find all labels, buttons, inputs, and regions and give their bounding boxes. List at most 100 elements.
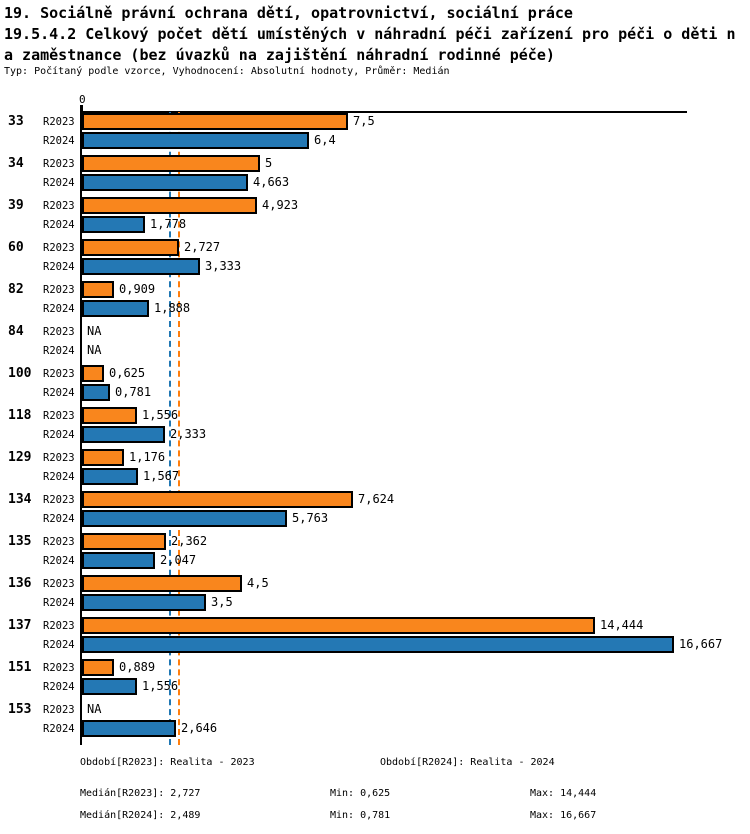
category-label: 39: [8, 198, 24, 213]
category-label: 34: [8, 156, 24, 171]
series-label: R2024: [43, 177, 75, 189]
bar-r2023: [82, 197, 257, 214]
value-label: 7,624: [358, 492, 395, 506]
value-label: 5: [265, 156, 273, 170]
bar-r2024: [82, 300, 149, 317]
footer-max-r2024: Max: 16,667: [530, 810, 597, 821]
value-label: 1,888: [154, 301, 191, 315]
value-label: 3,5: [211, 595, 233, 609]
category-label: 82: [8, 282, 24, 297]
value-label: 2,727: [184, 240, 221, 254]
bar-r2024: [82, 552, 155, 569]
series-label: R2023: [43, 494, 75, 506]
report-title-line3: a zaměstnance (bez úvazků na zajištění n…: [4, 46, 555, 64]
category-label: 33: [8, 114, 24, 129]
bar-r2023: [82, 113, 348, 130]
bar-r2024: [82, 174, 248, 191]
footer-period-r2023: Období[R2023]: Realita - 2023: [80, 757, 255, 768]
report-title-line2: 19.5.4.2 Celkový počet dětí umístěných v…: [4, 25, 736, 43]
series-label: R2024: [43, 219, 75, 231]
category-label: 60: [8, 240, 24, 255]
bar-r2024: [82, 678, 137, 695]
report-meta-line: Typ: Počítaný podle vzorce, Vyhodnocení:…: [4, 66, 450, 77]
bar-r2023: [82, 281, 114, 298]
series-label: R2023: [43, 452, 75, 464]
bar-r2023: [82, 617, 595, 634]
value-label: 7,5: [353, 114, 375, 128]
series-label: R2024: [43, 597, 75, 609]
series-label: R2023: [43, 704, 75, 716]
category-label: 136: [8, 576, 32, 591]
value-label: 2,333: [170, 427, 207, 441]
series-label: R2024: [43, 429, 75, 441]
bar-r2023: [82, 155, 260, 172]
series-label: R2024: [43, 135, 75, 147]
series-label: R2024: [43, 723, 75, 735]
series-label: R2023: [43, 620, 75, 632]
bar-r2024: [82, 636, 674, 653]
x-axis-tick-icon: [81, 105, 83, 112]
value-label: 1,567: [143, 469, 180, 483]
footer-min-r2024: Min: 0,781: [330, 810, 391, 821]
category-label: 100: [8, 366, 32, 381]
value-label: 1,778: [150, 217, 187, 231]
footer-median-r2024: Medián[R2024]: 2,489: [80, 810, 201, 821]
series-label: R2023: [43, 242, 75, 254]
series-label: R2024: [43, 303, 75, 315]
series-label: R2023: [43, 662, 75, 674]
series-label: R2023: [43, 158, 75, 170]
value-label: 3,333: [205, 259, 242, 273]
bar-r2023: [82, 491, 353, 508]
value-label: 4,663: [253, 175, 290, 189]
median-line-r2023: [177, 112, 180, 745]
bar-r2024: [82, 258, 200, 275]
category-label: 84: [8, 324, 24, 339]
value-label: 0,625: [109, 366, 146, 380]
y-axis-line: [80, 105, 82, 745]
value-label: 5,763: [292, 511, 329, 525]
series-label: R2024: [43, 345, 75, 357]
bar-r2024: [82, 426, 165, 443]
value-label: 1,556: [142, 408, 179, 422]
na-value-label: NA: [87, 324, 102, 338]
series-label: R2023: [43, 284, 75, 296]
value-label: 0,781: [115, 385, 152, 399]
category-label: 153: [8, 702, 32, 717]
footer-max-r2023: Max: 14,444: [530, 788, 597, 799]
series-label: R2024: [43, 471, 75, 483]
bar-r2023: [82, 239, 179, 256]
median-line-r2024: [169, 112, 172, 745]
series-label: R2023: [43, 116, 75, 128]
series-label: R2023: [43, 578, 75, 590]
series-label: R2024: [43, 555, 75, 567]
category-label: 137: [8, 618, 32, 633]
series-label: R2024: [43, 261, 75, 273]
na-value-label: NA: [87, 702, 102, 716]
category-label: 118: [8, 408, 32, 423]
series-label: R2023: [43, 410, 75, 422]
category-label: 151: [8, 660, 32, 675]
bar-r2023: [82, 575, 242, 592]
bar-r2023: [82, 407, 137, 424]
series-label: R2023: [43, 368, 75, 380]
bar-r2023: [82, 533, 166, 550]
bar-chart: 0 33 R2023 7,5 R2024 6,4 34 R2023 5 R2024 4,663 39 R…: [8, 94, 722, 745]
series-label: R2024: [43, 639, 75, 651]
na-value-label: NA: [87, 343, 102, 357]
bar-r2024: [82, 132, 309, 149]
bar-r2024: [82, 216, 145, 233]
value-label: 14,444: [600, 618, 644, 632]
value-label: 2,646: [181, 721, 218, 735]
bar-r2023: [82, 659, 114, 676]
series-label: R2024: [43, 681, 75, 693]
series-label: R2024: [43, 513, 75, 525]
bar-r2023: [82, 365, 104, 382]
value-label: 4,5: [247, 576, 269, 590]
series-label: R2023: [43, 326, 75, 338]
value-label: 6,4: [314, 133, 336, 147]
x-axis-top-line: [82, 111, 687, 113]
series-label: R2023: [43, 536, 75, 548]
value-label: 4,923: [262, 198, 299, 212]
series-label: R2023: [43, 200, 75, 212]
